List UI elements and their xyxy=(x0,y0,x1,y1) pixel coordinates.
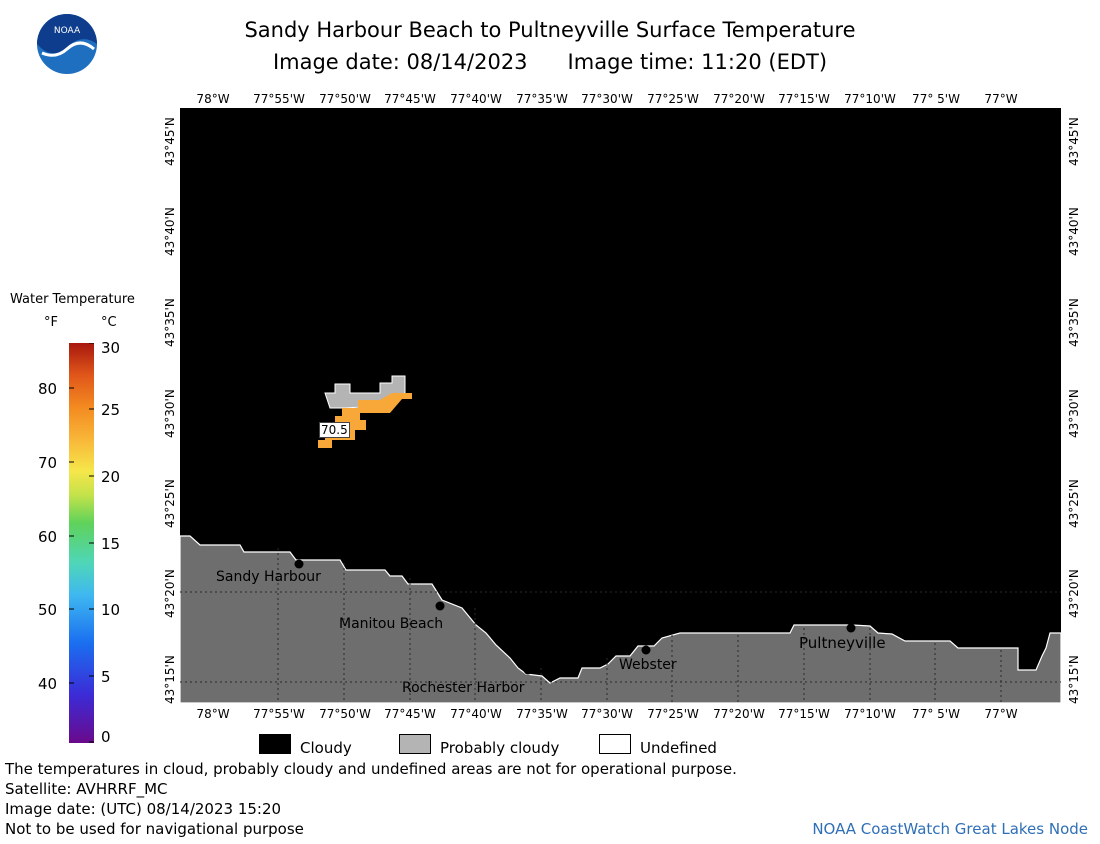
lat-label: 43°40'N xyxy=(1067,207,1081,256)
colorbar-f-tick: 60 xyxy=(38,528,58,546)
lon-label: 77°25'W xyxy=(647,92,699,106)
city-dot-pultneyville xyxy=(846,623,856,633)
lon-label: 77°45'W xyxy=(384,707,436,721)
lat-label: 43°20'N xyxy=(1067,569,1081,618)
colorbar-unit-c: °C xyxy=(101,315,117,330)
colorbar-f-tick: 50 xyxy=(38,601,58,619)
city-dot-sandy-harbour xyxy=(294,559,304,569)
lon-label: 77°15'W xyxy=(778,707,830,721)
colorbar-f-tick: 70 xyxy=(38,454,58,472)
colorbar-f-tick: 80 xyxy=(38,380,58,398)
legend-label-probably-cloudy: Probably cloudy xyxy=(440,739,560,757)
colorbar-c-tick: 20 xyxy=(101,468,121,486)
city-dot-rochester-harbor xyxy=(523,665,533,675)
city-dot-manitou-beach xyxy=(435,601,445,611)
colorbar-f-tick: 40 xyxy=(38,675,58,693)
lon-label: 77°35'W xyxy=(516,92,568,106)
legend-swatch-cloudy xyxy=(259,734,291,754)
colorbar-title: Water Temperature xyxy=(10,292,135,307)
graticule xyxy=(180,548,1061,703)
lat-label: 43°35'N xyxy=(1067,298,1081,347)
lon-label: 77°55'W xyxy=(253,707,305,721)
colorbar-c-tick: 0 xyxy=(101,728,111,746)
lat-label: 43°20'N xyxy=(163,569,177,618)
map-canvas[interactable]: 70.5 Sandy Harbour Manitou Beach Rochest… xyxy=(179,108,1062,704)
lon-label: 77°10'W xyxy=(844,92,896,106)
lat-label: 43°35'N xyxy=(163,298,177,347)
lon-label: 77°10'W xyxy=(844,707,896,721)
lon-label: 77°40'W xyxy=(450,707,502,721)
place-pultneyville: Pultneyville xyxy=(799,634,886,652)
colorbar-c-tick: 5 xyxy=(101,668,111,686)
city-dot-webster xyxy=(641,645,651,655)
temperature-label: 70.5 xyxy=(319,422,350,438)
disclaimer-text: The temperatures in cloud, probably clou… xyxy=(5,760,737,778)
place-webster: Webster xyxy=(619,657,677,673)
legend-swatch-probably-cloudy xyxy=(399,734,431,754)
utc-date-text: Image date: (UTC) 08/14/2023 15:20 xyxy=(5,800,282,818)
legend-label-undefined: Undefined xyxy=(640,739,717,757)
lon-label: 78°W xyxy=(196,707,230,721)
satellite-text: Satellite: AVHRRF_MC xyxy=(5,780,168,798)
map-title: Sandy Harbour Beach to Pultneyville Surf… xyxy=(244,18,856,42)
nav-warning-text: Not to be used for navigational purpose xyxy=(5,820,304,838)
lat-label: 43°45'N xyxy=(163,117,177,166)
place-manitou-beach: Manitou Beach xyxy=(339,616,444,632)
colorbar-c-tick: 15 xyxy=(101,535,121,553)
lat-label: 43°30'N xyxy=(1067,389,1081,438)
lon-label: 77°30'W xyxy=(581,707,633,721)
legend-swatch-undefined xyxy=(599,734,631,754)
lon-label: 77°50'W xyxy=(319,92,371,106)
lon-label: 77°15'W xyxy=(778,92,830,106)
place-rochester-harbor: Rochester Harbor xyxy=(402,680,525,696)
lon-label: 78°W xyxy=(196,92,230,106)
lat-label: 43°40'N xyxy=(163,207,177,256)
logo-text: NOAA xyxy=(54,26,81,36)
lat-label: 43°25'N xyxy=(1067,479,1081,528)
lon-label: 77°W xyxy=(984,707,1018,721)
lon-label: 77°35'W xyxy=(516,707,568,721)
lon-label: 77° 5'W xyxy=(912,707,960,721)
colorbar-unit-f: °F xyxy=(44,315,58,330)
lat-label: 43°15'N xyxy=(1067,655,1081,704)
colorbar-c-tick: 30 xyxy=(101,339,121,357)
legend-label-cloudy: Cloudy xyxy=(300,739,352,757)
lon-label: 77°50'W xyxy=(319,707,371,721)
lon-label: 77°40'W xyxy=(450,92,502,106)
lon-label: 77°20'W xyxy=(713,92,765,106)
lon-label: 77°25'W xyxy=(647,707,699,721)
lon-label: 77°45'W xyxy=(384,92,436,106)
place-sandy-harbour: Sandy Harbour xyxy=(216,569,321,585)
lon-label: 77°55'W xyxy=(253,92,305,106)
colorbar xyxy=(69,343,94,743)
lon-label: 77°30'W xyxy=(581,92,633,106)
image-date: Image date: 08/14/2023 xyxy=(272,50,528,74)
lat-label: 43°25'N xyxy=(163,479,177,528)
credit-link[interactable]: NOAA CoastWatch Great Lakes Node xyxy=(812,820,1088,838)
lon-label: 77°W xyxy=(984,92,1018,106)
lat-label: 43°15'N xyxy=(163,655,177,704)
noaa-logo: NOAA xyxy=(36,13,98,75)
image-datetime: Image date: 08/14/2023 Image time: 11:20 … xyxy=(0,50,1100,74)
lon-label: 77°20'W xyxy=(713,707,765,721)
land-area xyxy=(179,535,1062,704)
lon-label: 77° 5'W xyxy=(912,92,960,106)
colorbar-c-tick: 10 xyxy=(101,601,121,619)
lat-label: 43°30'N xyxy=(163,389,177,438)
image-time: Image time: 11:20 (EDT) xyxy=(567,50,828,74)
lat-label: 43°45'N xyxy=(1067,117,1081,166)
colorbar-c-tick: 25 xyxy=(101,401,121,419)
